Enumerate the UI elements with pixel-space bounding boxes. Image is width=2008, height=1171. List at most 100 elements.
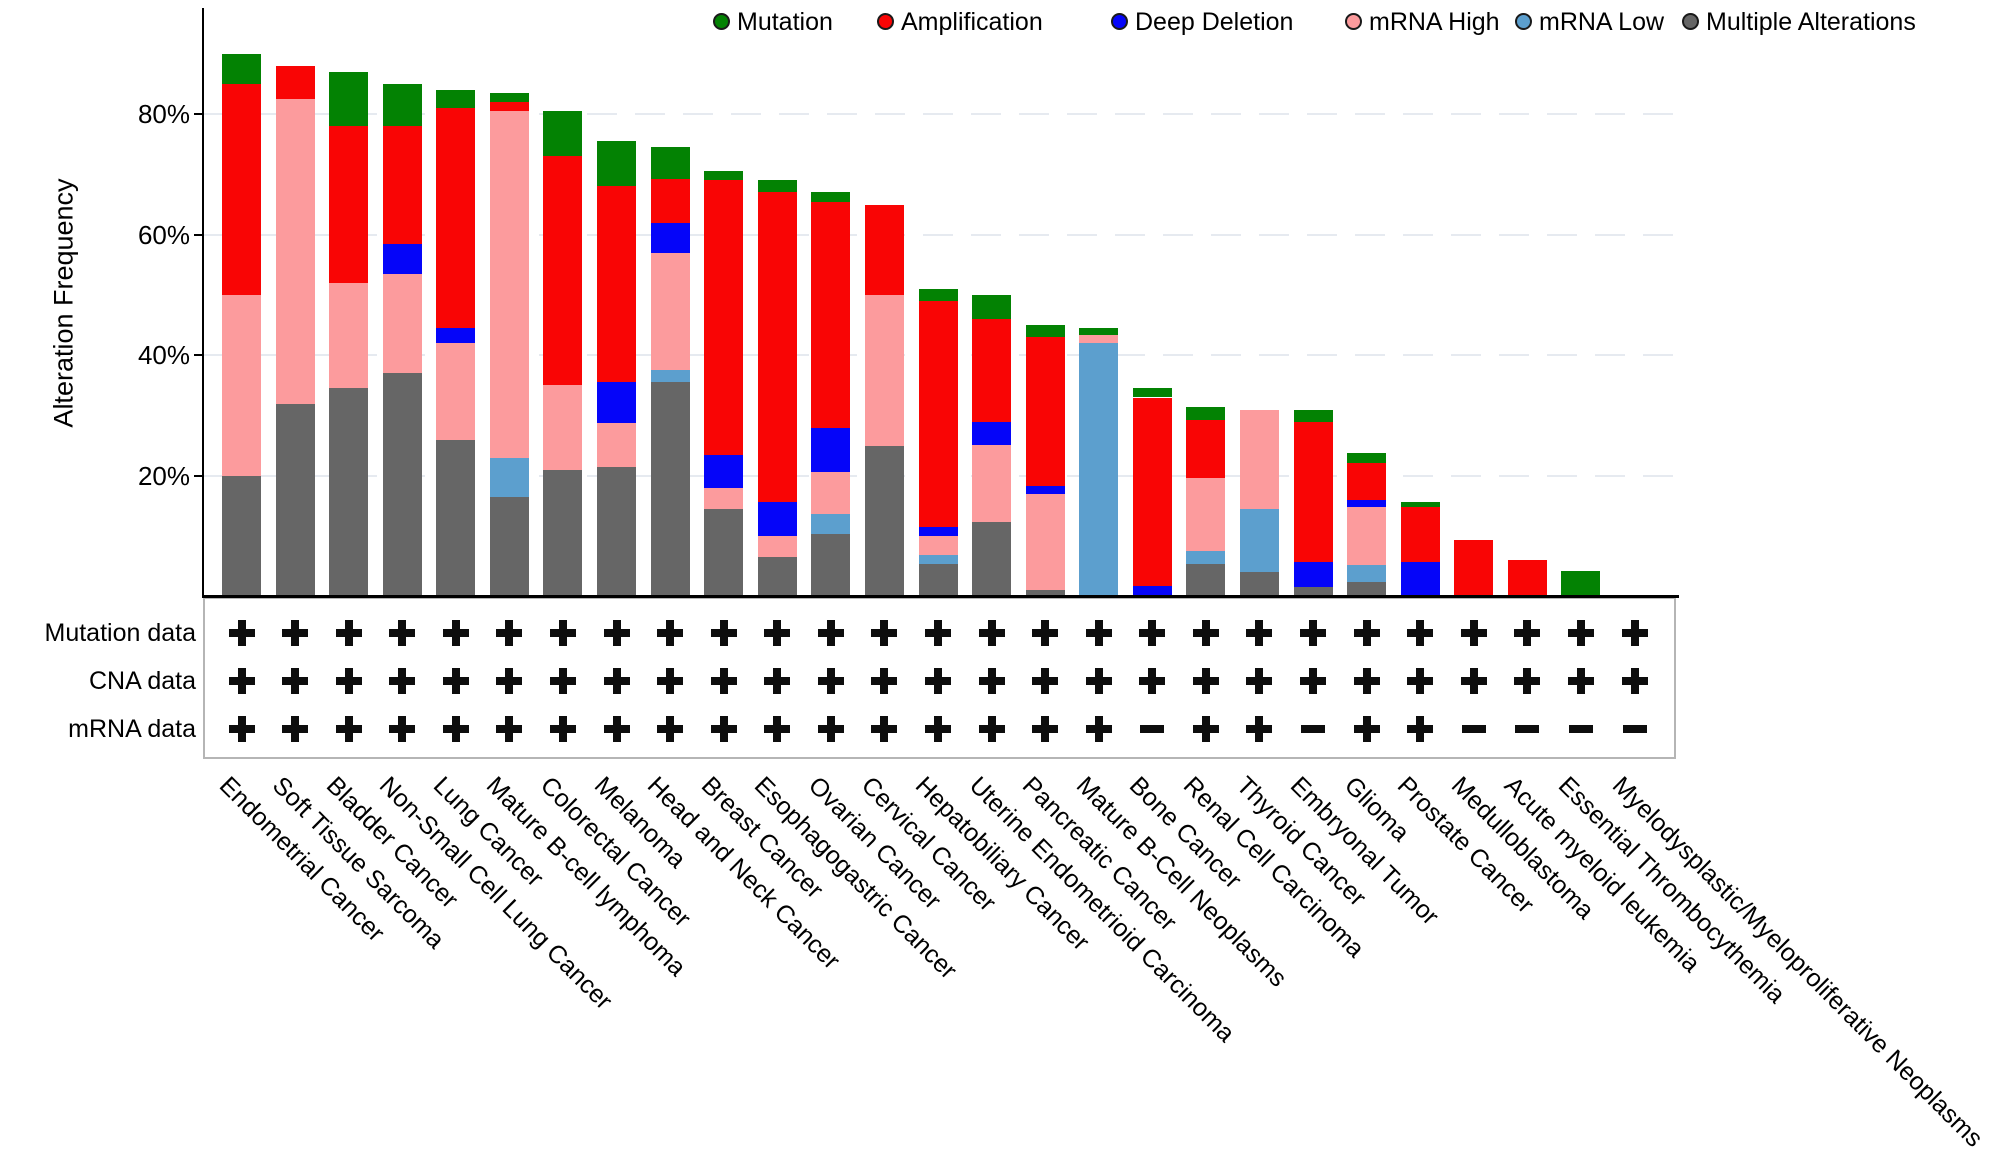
bar-segment-mutation-breast-cancer[interactable] — [704, 171, 744, 181]
bar-segment-mutation-embryonal-tumor[interactable] — [1293, 409, 1333, 422]
bar-segment-deep_deletion-bone-cancer[interactable] — [1132, 586, 1172, 597]
bar-segment-mrna_high-esophagogastric-cancer[interactable] — [757, 536, 797, 557]
bar-segment-mrna_high-bladder-cancer[interactable] — [329, 282, 369, 389]
bar-segment-mrna_high-melanoma[interactable] — [597, 423, 637, 467]
bar-segment-deep_deletion-melanoma[interactable] — [597, 382, 637, 424]
bar-segment-mrna_high-pancreatic-cancer[interactable] — [1025, 493, 1065, 591]
bar-segment-mutation-hepatobiliary-cancer[interactable] — [918, 288, 958, 302]
bar-segment-mrna_low-mature-b-cell-lymphoma[interactable] — [489, 457, 529, 497]
bar-segment-amplification-medulloblastoma[interactable] — [1454, 539, 1494, 597]
bar-segment-amplification-lung-cancer[interactable] — [436, 108, 476, 329]
bar-segment-mutation-essential-thrombocythemia[interactable] — [1561, 571, 1601, 597]
bar-segment-deep_deletion-hepatobiliary-cancer[interactable] — [918, 527, 958, 537]
bar-segment-amplification-head-and-neck-cancer[interactable] — [650, 178, 690, 223]
bar-segment-mrna_high-colorectal-cancer[interactable] — [543, 385, 583, 470]
bar-segment-multiple-colorectal-cancer[interactable] — [543, 469, 583, 597]
bar-segment-multiple-embryonal-tumor[interactable] — [1293, 586, 1333, 597]
bar-segment-mutation-bladder-cancer[interactable] — [329, 71, 369, 127]
bar-segment-mrna_low-thyroid-cancer[interactable] — [1239, 509, 1279, 573]
bar-segment-multiple-lung-cancer[interactable] — [436, 439, 476, 597]
bar-segment-mrna_high-lung-cancer[interactable] — [436, 343, 476, 440]
bar-segment-amplification-mature-b-cell-lymphoma[interactable] — [489, 102, 529, 112]
bar-segment-mutation-ovarian-cancer[interactable] — [811, 192, 851, 202]
bar-segment-amplification-uterine-endometrioid-carcinoma[interactable] — [972, 319, 1012, 422]
bar-segment-mrna_low-head-and-neck-cancer[interactable] — [650, 370, 690, 383]
bar-segment-mutation-glioma[interactable] — [1347, 452, 1387, 463]
bar-segment-multiple-soft-tissue-sarcoma[interactable] — [275, 403, 315, 597]
bar-segment-mutation-pancreatic-cancer[interactable] — [1025, 325, 1065, 338]
bar-segment-mrna_high-renal-cell-carcinoma[interactable] — [1186, 478, 1226, 551]
bar-segment-multiple-melanoma[interactable] — [597, 466, 637, 597]
bar-segment-mrna_high-ovarian-cancer[interactable] — [811, 472, 851, 514]
bar-segment-amplification-colorectal-cancer[interactable] — [543, 156, 583, 386]
bar-segment-amplification-bladder-cancer[interactable] — [329, 126, 369, 283]
bar-segment-mutation-renal-cell-carcinoma[interactable] — [1186, 406, 1226, 421]
bar-segment-mutation-esophagogastric-cancer[interactable] — [757, 180, 797, 193]
bar-segment-multiple-breast-cancer[interactable] — [704, 509, 744, 597]
bar-segment-mutation-lung-cancer[interactable] — [436, 89, 476, 109]
bar-segment-mutation-mature-b-cell-neoplasms[interactable] — [1079, 328, 1119, 336]
bar-segment-amplification-prostate-cancer[interactable] — [1400, 507, 1440, 563]
bar-segment-deep_deletion-non-small-cell-lung-cancer[interactable] — [382, 243, 422, 274]
bar-segment-amplification-endometrial-cancer[interactable] — [222, 83, 261, 295]
bar-segment-deep_deletion-pancreatic-cancer[interactable] — [1025, 486, 1065, 494]
bar-segment-mrna_high-cervical-cancer[interactable] — [864, 295, 904, 446]
bar-segment-mrna_high-glioma[interactable] — [1347, 506, 1387, 565]
bar-segment-mrna_low-glioma[interactable] — [1347, 564, 1387, 583]
bar-segment-deep_deletion-esophagogastric-cancer[interactable] — [757, 502, 797, 537]
bar-segment-mrna_high-soft-tissue-sarcoma[interactable] — [275, 99, 315, 404]
bar-segment-mrna_high-hepatobiliary-cancer[interactable] — [918, 536, 958, 556]
bar-segment-amplification-soft-tissue-sarcoma[interactable] — [275, 65, 315, 100]
bar-segment-mutation-colorectal-cancer[interactable] — [543, 111, 583, 157]
bar-segment-amplification-cervical-cancer[interactable] — [864, 204, 904, 295]
bar-segment-mrna_high-endometrial-cancer[interactable] — [222, 295, 261, 476]
bar-segment-multiple-endometrial-cancer[interactable] — [222, 475, 261, 597]
bar-segment-amplification-embryonal-tumor[interactable] — [1293, 421, 1333, 562]
bar-segment-mutation-uterine-endometrioid-carcinoma[interactable] — [972, 295, 1012, 320]
bar-segment-multiple-esophagogastric-cancer[interactable] — [757, 556, 797, 597]
bar-segment-deep_deletion-prostate-cancer[interactable] — [1400, 562, 1440, 597]
bar-segment-mrna_low-hepatobiliary-cancer[interactable] — [918, 555, 958, 564]
bar-segment-amplification-bone-cancer[interactable] — [1132, 397, 1172, 587]
bar-segment-amplification-ovarian-cancer[interactable] — [811, 201, 851, 428]
bar-segment-multiple-head-and-neck-cancer[interactable] — [650, 382, 690, 597]
bar-segment-mrna_high-uterine-endometrioid-carcinoma[interactable] — [972, 444, 1012, 522]
bar-segment-amplification-melanoma[interactable] — [597, 186, 637, 383]
bar-segment-mutation-melanoma[interactable] — [597, 141, 637, 187]
bar-segment-mrna_high-mature-b-cell-neoplasms[interactable] — [1079, 335, 1119, 344]
bar-segment-mutation-mature-b-cell-lymphoma[interactable] — [489, 92, 529, 103]
bar-segment-amplification-esophagogastric-cancer[interactable] — [757, 192, 797, 503]
bar-segment-multiple-mature-b-cell-lymphoma[interactable] — [489, 497, 529, 597]
bar-segment-multiple-pancreatic-cancer[interactable] — [1025, 590, 1065, 597]
bar-segment-amplification-glioma[interactable] — [1347, 462, 1387, 500]
bar-segment-multiple-cervical-cancer[interactable] — [864, 445, 904, 597]
bar-segment-multiple-renal-cell-carcinoma[interactable] — [1186, 563, 1226, 597]
bar-segment-mrna_high-head-and-neck-cancer[interactable] — [650, 252, 690, 371]
bar-segment-multiple-hepatobiliary-cancer[interactable] — [918, 563, 958, 597]
bar-segment-mrna_high-breast-cancer[interactable] — [704, 487, 744, 510]
bar-segment-amplification-breast-cancer[interactable] — [704, 180, 744, 455]
bar-segment-mrna_low-ovarian-cancer[interactable] — [811, 513, 851, 534]
bar-segment-multiple-uterine-endometrioid-carcinoma[interactable] — [972, 521, 1012, 597]
bar-segment-deep_deletion-ovarian-cancer[interactable] — [811, 427, 851, 473]
bar-segment-mrna_high-thyroid-cancer[interactable] — [1239, 409, 1279, 510]
bar-segment-deep_deletion-lung-cancer[interactable] — [436, 328, 476, 344]
bar-segment-deep_deletion-uterine-endometrioid-carcinoma[interactable] — [972, 421, 1012, 445]
bar-segment-deep_deletion-glioma[interactable] — [1347, 500, 1387, 507]
bar-segment-deep_deletion-embryonal-tumor[interactable] — [1293, 561, 1333, 587]
bar-segment-mutation-non-small-cell-lung-cancer[interactable] — [382, 83, 422, 127]
bar-segment-amplification-hepatobiliary-cancer[interactable] — [918, 301, 958, 528]
bar-segment-amplification-renal-cell-carcinoma[interactable] — [1186, 420, 1226, 479]
bar-segment-multiple-glioma[interactable] — [1347, 582, 1387, 597]
bar-segment-multiple-non-small-cell-lung-cancer[interactable] — [382, 373, 422, 597]
bar-segment-mutation-prostate-cancer[interactable] — [1400, 502, 1440, 508]
bar-segment-amplification-acute-myeloid-leukemia[interactable] — [1507, 559, 1547, 597]
bar-segment-mrna_high-mature-b-cell-lymphoma[interactable] — [489, 111, 529, 458]
bar-segment-mutation-endometrial-cancer[interactable] — [222, 53, 261, 84]
bar-segment-multiple-ovarian-cancer[interactable] — [811, 533, 851, 597]
bar-segment-amplification-pancreatic-cancer[interactable] — [1025, 337, 1065, 487]
bar-segment-mutation-head-and-neck-cancer[interactable] — [650, 147, 690, 179]
bar-segment-amplification-non-small-cell-lung-cancer[interactable] — [382, 126, 422, 244]
bar-segment-mrna_low-mature-b-cell-neoplasms[interactable] — [1079, 343, 1119, 597]
bar-segment-mrna_high-non-small-cell-lung-cancer[interactable] — [382, 273, 422, 374]
